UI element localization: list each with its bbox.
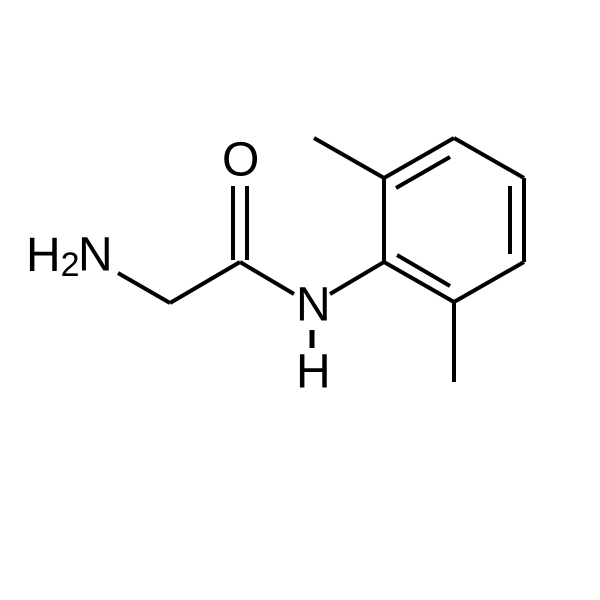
carbonyl-o-label: O xyxy=(222,134,259,187)
bond-nh2-ch2 xyxy=(118,273,170,303)
amine-n-label: N xyxy=(78,229,113,282)
bond-carbonyl-n xyxy=(240,262,294,294)
bond-n-ring xyxy=(330,262,384,294)
ring-bond-2b xyxy=(396,157,450,188)
amine-h2-label: H2 xyxy=(26,229,80,285)
bond-ch2-carbonyl xyxy=(170,262,240,303)
amide-h-label: H xyxy=(296,346,331,399)
ring-bond-2a xyxy=(384,138,454,178)
amide-n-label: N xyxy=(296,279,331,332)
bond-methyl-top xyxy=(314,138,384,178)
ring-bond-5 xyxy=(454,262,524,302)
ring-bond-3 xyxy=(454,138,524,178)
ring-bond-6b xyxy=(397,255,450,286)
molecule-diagram: H2 N O N H xyxy=(0,0,600,600)
